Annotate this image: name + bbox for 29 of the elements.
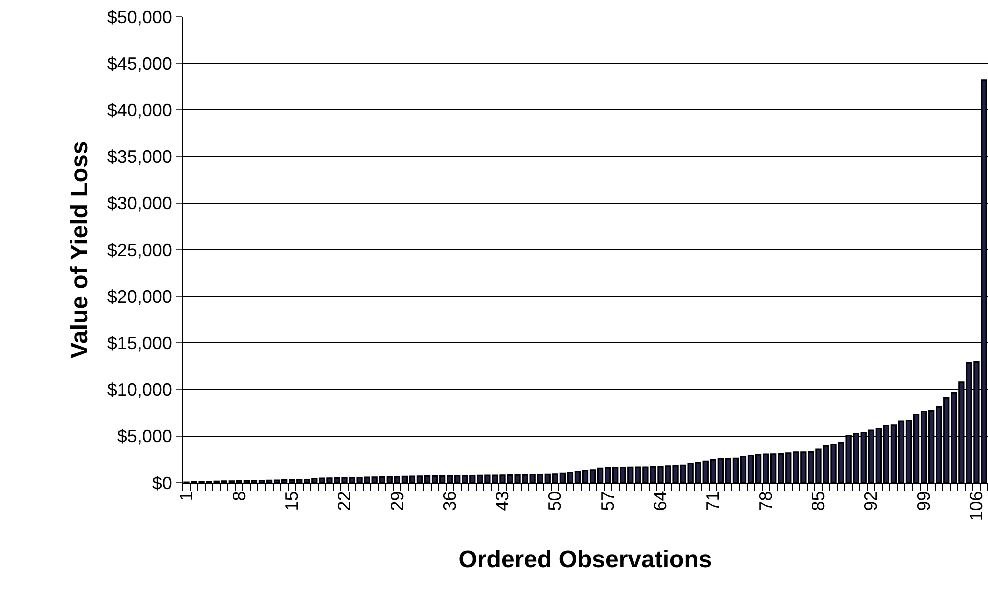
y-tick-label: $45,000 <box>107 54 172 74</box>
y-tick-label: $20,000 <box>107 286 172 307</box>
y-tick-label: $15,000 <box>107 334 172 354</box>
y-tick-label: $30,000 <box>107 194 172 214</box>
x-tick-label: 64 <box>650 491 671 512</box>
y-tick-label: $35,000 <box>107 147 172 168</box>
x-tick-label: 22 <box>334 491 355 512</box>
x-tick-label: 85 <box>808 491 829 512</box>
x-axis-title: Ordered Observations <box>458 546 712 574</box>
x-tick-label: 15 <box>282 491 302 512</box>
x-tick-label: 99 <box>914 491 934 512</box>
x-tick-label: 36 <box>440 491 460 512</box>
x-tick-label: 1 <box>176 491 197 502</box>
y-tick-label: $40,000 <box>107 100 172 120</box>
y-axis-title: Value of Yield Loss <box>66 141 94 359</box>
y-tick-label: $10,000 <box>107 380 172 400</box>
y-tick-label: $25,000 <box>107 240 172 260</box>
x-tick-label: 106 <box>966 491 987 522</box>
y-tick-label: $5,000 <box>117 426 172 447</box>
x-tick-label: 8 <box>229 491 250 502</box>
y-tick-label: $50,000 <box>107 7 172 28</box>
x-tick-label: 50 <box>545 491 566 512</box>
x-tick-label: 57 <box>598 491 618 512</box>
x-tick-label: 92 <box>861 491 882 512</box>
y-tick-label: $0 <box>152 473 172 494</box>
x-tick-label: 78 <box>756 491 776 512</box>
x-tick-label: 71 <box>703 491 724 512</box>
x-tick-label: 43 <box>492 491 513 512</box>
x-tick-label: 29 <box>387 491 408 512</box>
